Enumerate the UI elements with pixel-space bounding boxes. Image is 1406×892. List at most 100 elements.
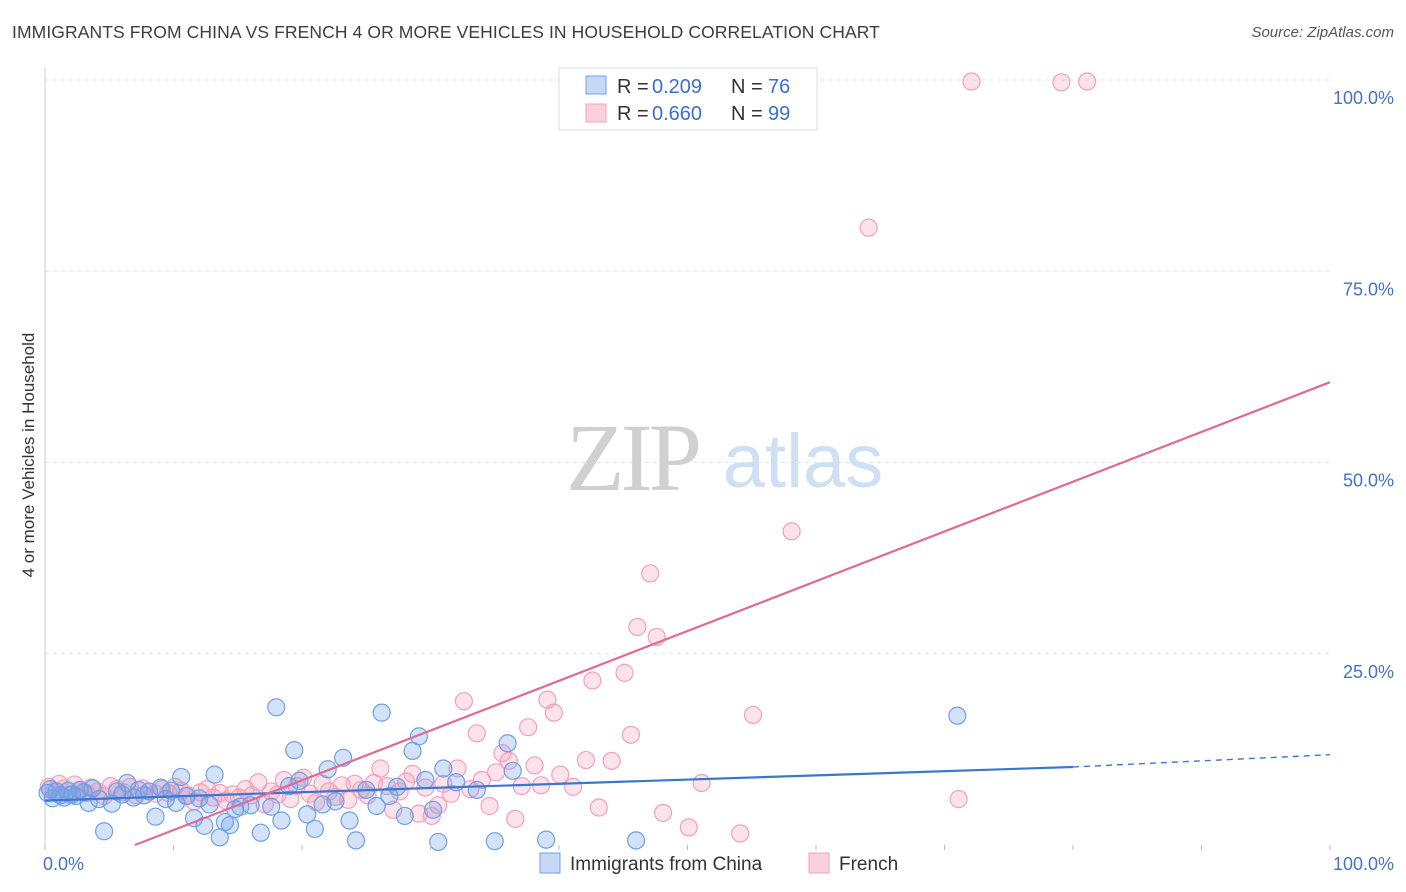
point-china xyxy=(262,797,281,816)
point-china xyxy=(467,780,486,800)
point-french xyxy=(1052,73,1071,92)
point-china xyxy=(305,819,324,839)
legend-r-label-china: R = xyxy=(617,76,649,98)
point-french xyxy=(1078,72,1097,91)
source-label: Source: ZipAtlas.com xyxy=(1251,24,1394,41)
point-french xyxy=(544,703,563,722)
watermark: ZIP atlas xyxy=(566,404,883,511)
x-tick-label-1: 100.0% xyxy=(1333,854,1394,874)
point-french xyxy=(731,824,750,843)
point-french xyxy=(448,759,467,778)
point-french xyxy=(641,564,660,583)
point-french xyxy=(615,663,634,682)
point-china xyxy=(367,796,386,816)
bottom-legend-label-french: French xyxy=(839,854,898,875)
point-french xyxy=(653,803,673,822)
point-china xyxy=(326,792,345,811)
point-french xyxy=(782,522,801,541)
point-french xyxy=(949,789,968,809)
point-china xyxy=(626,831,646,850)
point-china xyxy=(387,777,407,796)
y-tick-label-0: 25.0% xyxy=(1343,662,1394,682)
y-tick-label-2: 75.0% xyxy=(1343,279,1394,299)
point-china xyxy=(200,795,219,814)
point-french xyxy=(506,809,525,829)
watermark-atlas: atlas xyxy=(723,419,884,504)
axis-ticks: 0.0% 100.0% 25.0% 50.0% 75.0% 100.0% xyxy=(43,88,1394,874)
point-china xyxy=(267,698,286,717)
point-china xyxy=(272,811,291,830)
legend-n-label-china: N = xyxy=(731,76,763,98)
x-tick-label-0: 0.0% xyxy=(43,854,84,874)
y-tick-label-3: 100.0% xyxy=(1333,88,1394,108)
point-french xyxy=(551,765,570,784)
bottom-legend-swatch-french xyxy=(808,852,830,874)
point-china xyxy=(190,789,209,808)
point-china xyxy=(146,807,165,826)
point-china xyxy=(298,805,317,824)
point-china xyxy=(372,703,391,722)
point-french xyxy=(371,759,390,778)
point-french xyxy=(467,724,486,743)
point-french xyxy=(480,796,499,816)
point-china xyxy=(205,765,224,784)
point-french xyxy=(249,773,268,792)
point-china xyxy=(172,767,191,787)
legend-r-value-french: 0.660 xyxy=(652,103,702,125)
trend-line-china xyxy=(44,765,1074,802)
point-china xyxy=(95,822,114,841)
point-china xyxy=(503,761,522,780)
point-china xyxy=(215,812,234,832)
point-french xyxy=(441,784,461,803)
point-china xyxy=(434,759,453,778)
point-french xyxy=(525,756,544,775)
point-china xyxy=(83,779,102,798)
bottom-legend-label-china: Immigrants from China xyxy=(570,854,763,875)
point-french xyxy=(472,770,491,790)
point-china xyxy=(346,831,366,850)
point-china xyxy=(429,832,448,852)
legend-r-label-french: R = xyxy=(617,103,649,125)
point-french xyxy=(628,617,647,637)
point-china xyxy=(285,741,304,760)
point-french xyxy=(583,671,602,690)
point-china xyxy=(498,734,517,753)
point-french xyxy=(454,692,474,711)
point-china xyxy=(423,800,443,819)
point-french xyxy=(499,751,518,770)
legend-swatch-french xyxy=(585,103,607,123)
watermark-zip: ZIP xyxy=(566,404,699,511)
point-french xyxy=(692,773,711,793)
y-tick-label-1: 50.0% xyxy=(1343,471,1394,491)
point-china xyxy=(537,830,556,849)
legend-r-value-china: 0.209 xyxy=(652,76,702,98)
point-french xyxy=(589,798,608,817)
point-china xyxy=(380,786,399,806)
point-china xyxy=(948,706,967,725)
point-french xyxy=(422,806,441,826)
point-china xyxy=(139,782,159,801)
legend-n-label-french: N = xyxy=(731,103,763,125)
point-china xyxy=(409,727,429,746)
point-french xyxy=(564,777,583,796)
chart-title: IMMIGRANTS FROM CHINA VS FRENCH 4 OR MOR… xyxy=(12,22,880,42)
trend-line-french xyxy=(134,381,1331,847)
point-china xyxy=(251,823,270,842)
point-china xyxy=(74,783,93,802)
bottom-legend-swatch-china xyxy=(539,852,561,874)
point-french xyxy=(576,750,596,770)
point-french xyxy=(962,72,981,91)
point-french xyxy=(679,818,698,837)
point-french xyxy=(602,751,621,770)
trend-line-china-extension xyxy=(1072,754,1331,768)
point-china xyxy=(416,770,435,790)
point-french xyxy=(519,718,538,737)
point-french xyxy=(859,218,878,237)
point-china xyxy=(340,811,359,830)
trend-lines xyxy=(44,381,1331,847)
point-french xyxy=(743,705,763,725)
point-china xyxy=(166,793,186,813)
legend-n-value-french: 99 xyxy=(768,103,790,125)
legend-n-value-china: 76 xyxy=(768,76,790,98)
